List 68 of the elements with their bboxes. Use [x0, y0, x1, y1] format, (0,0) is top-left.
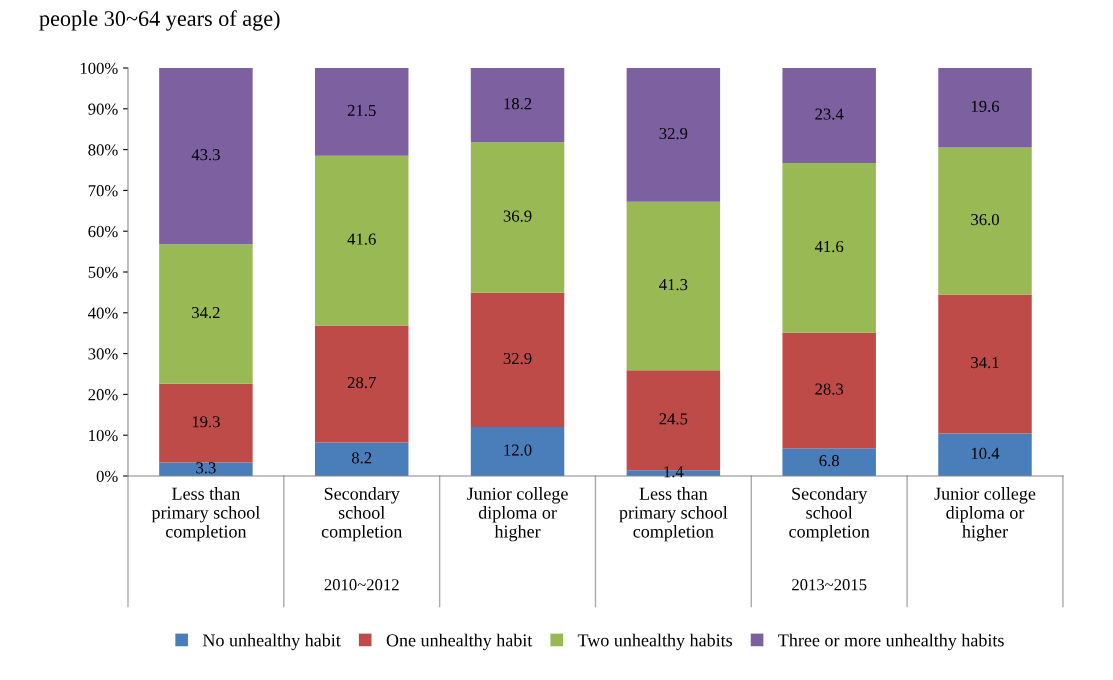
data-label: 10.4 [971, 447, 1000, 460]
data-label: 41.6 [347, 233, 376, 245]
bar [159, 244, 253, 384]
y-tick-label: 10% [89, 429, 118, 442]
data-label: 8.2 [351, 452, 372, 464]
data-label: 43.3 [191, 149, 220, 161]
y-tick-label: 70% [88, 185, 118, 197]
bar [470, 142, 565, 293]
y-tick-label: 40% [88, 307, 118, 319]
data-label: 24.5 [659, 413, 688, 425]
y-tick-label: 50% [88, 266, 118, 278]
bar [782, 332, 876, 449]
data-label: 32.9 [659, 127, 688, 140]
bar [938, 68, 1032, 148]
x-tick-label: Junior college diploma or higher [467, 487, 568, 542]
bar [314, 325, 409, 443]
y-tick-label: 100% [80, 62, 118, 74]
bar [314, 442, 409, 476]
bar [782, 68, 876, 164]
y-tick-label: 90% [88, 103, 118, 115]
y-tick-label: 20% [88, 389, 118, 401]
y-tick-label: 60% [88, 225, 118, 238]
data-label: 18.2 [504, 98, 532, 110]
x-tick-label: Junior college diploma or higher [934, 487, 1036, 542]
data-label: 36.9 [503, 210, 532, 222]
data-label: 28.7 [347, 376, 376, 389]
bar [159, 383, 253, 463]
y-tick-label: 30% [88, 348, 118, 360]
data-label: 19.3 [192, 416, 220, 428]
data-label: 23.4 [815, 108, 844, 120]
legend-label: No unhealthy habit [202, 633, 341, 651]
y-tick-label: 0% [96, 470, 118, 482]
legend-label: Two unhealthy habits [577, 633, 733, 651]
data-label: 3.3 [196, 462, 216, 474]
bar [470, 68, 565, 143]
bar [470, 427, 565, 476]
bar [314, 68, 409, 156]
bar [159, 68, 253, 245]
data-label: 19.6 [971, 100, 1000, 113]
legend-label: One unhealthy habit [386, 633, 533, 651]
x-tick-label: Less than primary school completion [151, 487, 260, 542]
data-label: 34.1 [971, 356, 999, 369]
data-label: 41.3 [659, 279, 688, 291]
data-label: 6.8 [819, 455, 839, 467]
bar [938, 294, 1032, 434]
data-label: 36.0 [971, 213, 999, 226]
legend-label: Three or more unhealthy habits [778, 633, 1004, 651]
text: 2013~2015 [792, 579, 867, 591]
text: 2010~2012 [324, 579, 399, 591]
y-tick-label: 80% [88, 144, 118, 156]
bar [782, 448, 876, 476]
data-label: 21.5 [347, 104, 376, 117]
chart-title: people 30~64 years of age) [39, 10, 280, 31]
bar [938, 433, 1032, 476]
x-tick-label: Less than primary school completion [619, 487, 728, 542]
data-label: 34.2 [192, 307, 220, 319]
data-label: 28.3 [815, 383, 844, 395]
bar [938, 147, 1032, 295]
bar [782, 163, 876, 333]
bar [626, 201, 721, 371]
data-label: 41.6 [814, 240, 844, 253]
x-tick-label: Secondary school completion [789, 487, 870, 542]
data-label: 32.9 [503, 352, 532, 365]
x-tick-label: Secondary school completion [321, 487, 403, 542]
bar [314, 155, 409, 326]
bar [626, 68, 721, 202]
bar [470, 292, 565, 428]
data-label: 12.0 [504, 444, 532, 456]
